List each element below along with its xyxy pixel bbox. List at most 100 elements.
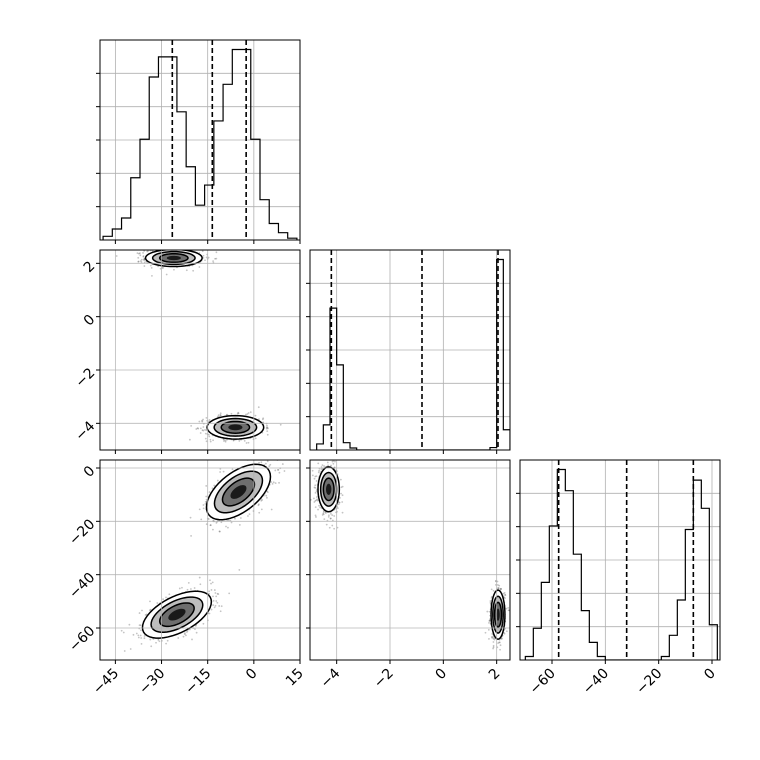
sample-point [239, 457, 241, 459]
sample-point [137, 634, 140, 637]
sample-point [171, 246, 173, 248]
sample-point [149, 600, 151, 603]
sample-point [341, 501, 344, 503]
sample-point [207, 518, 210, 520]
sample-point [120, 629, 123, 632]
sample-point [314, 500, 317, 502]
x-tick-label: −15 [182, 666, 214, 698]
sample-point [216, 601, 219, 604]
sample-point [317, 508, 319, 511]
sample-point [143, 259, 145, 261]
sample-point [231, 468, 234, 471]
sample-point [315, 516, 317, 518]
sample-point [178, 587, 181, 590]
sample-point [155, 641, 157, 644]
y-tick-label: −20 [66, 516, 98, 548]
sample-point [503, 591, 506, 594]
density-contour [166, 255, 181, 261]
sample-point [489, 601, 492, 604]
sample-point [316, 499, 319, 502]
sample-point [314, 486, 317, 489]
histogram-step-x2 [524, 468, 718, 660]
sample-point [199, 583, 202, 586]
sample-point [211, 581, 214, 584]
sample-point [216, 592, 219, 595]
sample-point [186, 588, 189, 591]
sample-point [202, 254, 205, 257]
sample-point [314, 484, 317, 487]
sample-point [139, 624, 142, 627]
sample-point [202, 507, 205, 510]
sample-point [201, 250, 204, 253]
axes-frame [99, 459, 301, 661]
sample-point [198, 508, 201, 511]
sample-point [496, 584, 499, 586]
sample-point [194, 628, 196, 630]
sample-point [209, 524, 212, 527]
sample-point [214, 604, 217, 607]
sample-point [202, 622, 205, 625]
sample-point [505, 630, 508, 633]
sample-point [205, 256, 208, 259]
sample-point [254, 414, 257, 417]
sample-point [192, 269, 195, 272]
sample-point [198, 576, 201, 579]
sample-point [142, 255, 145, 257]
sample-point [144, 614, 147, 616]
sample-point [333, 515, 336, 517]
sample-point [265, 427, 268, 430]
sample-point [318, 469, 321, 472]
sample-point [210, 589, 213, 591]
sample-point [194, 624, 197, 627]
sample-point [215, 257, 218, 260]
sample-point [209, 524, 212, 526]
sample-point [202, 418, 204, 421]
x-tick-label: −4 [318, 665, 344, 691]
sample-point [223, 440, 225, 442]
sample-point [187, 581, 190, 584]
sample-point [162, 598, 165, 601]
sample-point [173, 268, 175, 271]
sample-point [204, 437, 207, 440]
sample-point [218, 605, 221, 607]
sample-point [328, 526, 331, 529]
sample-point [215, 600, 218, 602]
sample-point [193, 587, 196, 589]
sample-point [157, 265, 159, 268]
sample-point [227, 526, 229, 529]
sample-point [491, 636, 493, 639]
sample-point [212, 528, 214, 531]
x-tick-label: −30 [136, 666, 168, 698]
sample-point [311, 474, 314, 477]
sample-point [230, 521, 233, 524]
sample-point [278, 481, 280, 484]
sample-point [216, 479, 219, 482]
sample-point [492, 589, 495, 592]
sample-point [507, 606, 510, 609]
sample-point [162, 266, 165, 269]
sample-point [487, 628, 490, 631]
axes-frame [309, 459, 511, 661]
sample-point [279, 423, 282, 426]
sample-point [239, 517, 242, 519]
sample-point [222, 470, 225, 473]
sample-point [315, 480, 318, 482]
sample-point [115, 255, 118, 257]
sample-point [142, 252, 144, 254]
sample-point [205, 495, 208, 498]
histogram-step-x1 [316, 258, 510, 450]
sample-point [266, 496, 268, 499]
sample-point [341, 511, 344, 514]
axes-frame [99, 249, 301, 451]
sample-point [258, 461, 260, 464]
sample-point [274, 482, 277, 485]
sample-point [181, 586, 183, 589]
sample-point [341, 494, 344, 497]
sample-point [313, 501, 316, 503]
sample-point [212, 604, 215, 606]
joint-contents [120, 457, 286, 652]
sample-point [204, 500, 207, 503]
sample-point [499, 644, 502, 647]
sample-point [201, 419, 203, 422]
